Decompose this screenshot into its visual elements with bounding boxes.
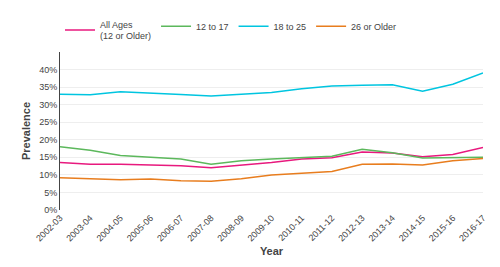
svg-text:20%: 20% bbox=[39, 135, 57, 145]
svg-text:2003-04: 2003-04 bbox=[64, 213, 94, 243]
svg-text:2007-08: 2007-08 bbox=[185, 213, 215, 243]
svg-text:Year: Year bbox=[260, 245, 284, 257]
svg-text:2008-09: 2008-09 bbox=[215, 213, 245, 243]
svg-text:15%: 15% bbox=[39, 152, 57, 162]
svg-text:10%: 10% bbox=[39, 170, 57, 180]
svg-text:40%: 40% bbox=[39, 65, 57, 75]
svg-text:26 or Older: 26 or Older bbox=[351, 22, 396, 32]
svg-text:2009-10: 2009-10 bbox=[246, 213, 276, 243]
svg-text:2004-05: 2004-05 bbox=[95, 213, 125, 243]
svg-text:0%: 0% bbox=[44, 205, 57, 215]
svg-text:2006-07: 2006-07 bbox=[155, 213, 185, 243]
svg-text:12 to 17: 12 to 17 bbox=[196, 22, 229, 32]
svg-text:30%: 30% bbox=[39, 100, 57, 110]
svg-text:35%: 35% bbox=[39, 82, 57, 92]
svg-text:2005-06: 2005-06 bbox=[125, 213, 155, 243]
svg-text:2015-16: 2015-16 bbox=[427, 213, 457, 243]
svg-text:25%: 25% bbox=[39, 117, 57, 127]
svg-text:2016-17: 2016-17 bbox=[457, 213, 487, 243]
svg-text:18 to 25: 18 to 25 bbox=[274, 22, 307, 32]
svg-text:2014-15: 2014-15 bbox=[397, 213, 427, 243]
svg-text:2013-14: 2013-14 bbox=[367, 213, 397, 243]
svg-text:2011-12: 2011-12 bbox=[307, 213, 337, 243]
svg-text:2012-13: 2012-13 bbox=[336, 213, 366, 243]
svg-text:2002-03: 2002-03 bbox=[34, 213, 64, 243]
svg-text:5%: 5% bbox=[44, 188, 57, 198]
svg-text:Prevalence: Prevalence bbox=[20, 102, 32, 160]
svg-text:All Ages(12 or Older): All Ages(12 or Older) bbox=[100, 20, 151, 42]
svg-text:2010-11: 2010-11 bbox=[276, 213, 306, 243]
